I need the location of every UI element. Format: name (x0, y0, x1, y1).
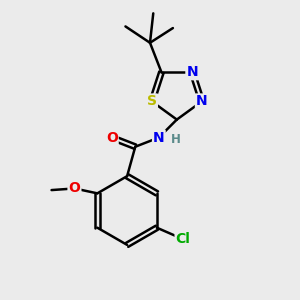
Text: O: O (106, 130, 118, 145)
Text: O: O (68, 182, 80, 195)
Text: N: N (153, 130, 165, 145)
Text: S: S (147, 94, 157, 109)
Text: N: N (196, 94, 208, 109)
Text: H: H (171, 133, 181, 146)
Text: Cl: Cl (176, 232, 190, 246)
Text: N: N (186, 65, 198, 79)
